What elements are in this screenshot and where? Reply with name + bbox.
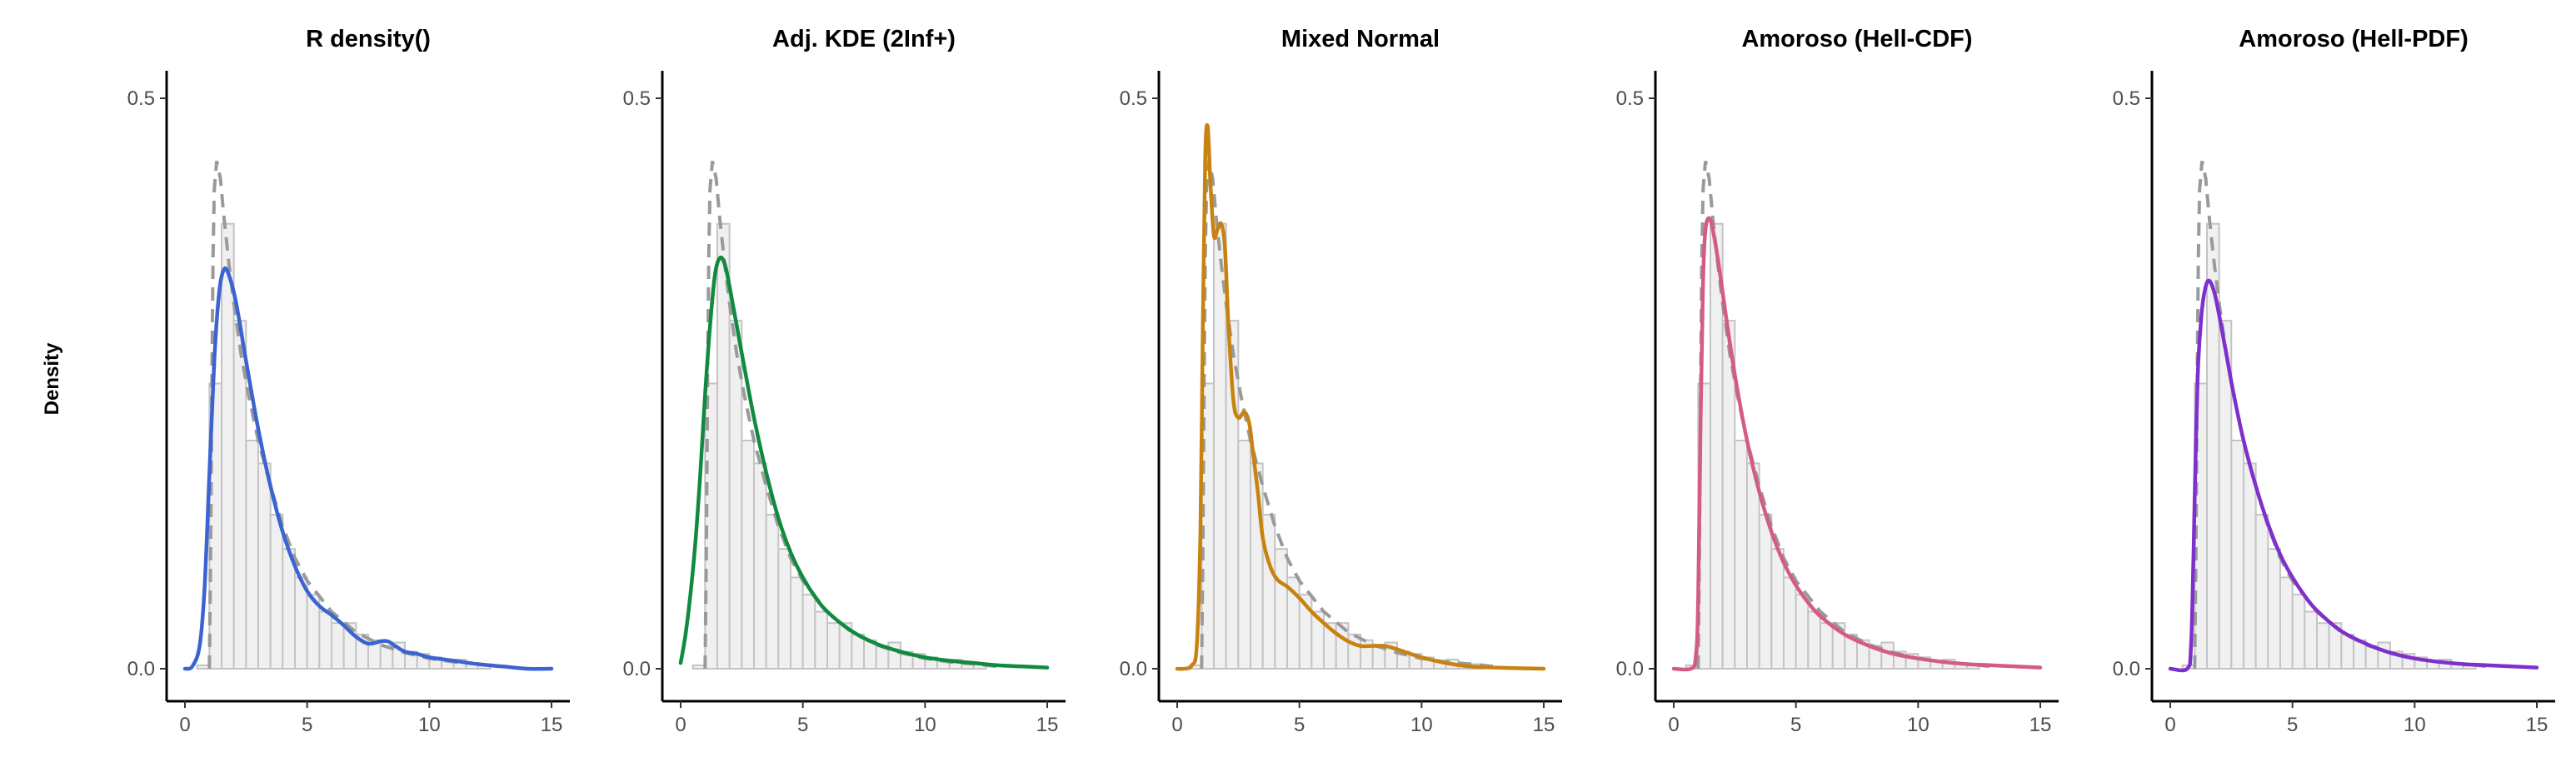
x-tick-label: 15	[1533, 714, 1555, 736]
histogram-bar	[2304, 610, 2318, 670]
fitted-density-line	[678, 255, 1050, 670]
y-tick-label: 0.0	[1120, 658, 1147, 680]
histogram-bar	[765, 514, 780, 670]
x-tick-label: 15	[1036, 714, 1059, 736]
x-tick-label: 0	[2164, 714, 2175, 736]
histogram-bar	[790, 576, 804, 670]
x-tick-label: 10	[914, 714, 936, 736]
histogram-bar	[777, 548, 791, 670]
panel-title: Mixed Normal	[1281, 26, 1440, 52]
y-tick-label: 0.5	[1616, 87, 1644, 110]
histogram-bar	[1734, 440, 1748, 670]
histogram-bar	[2316, 622, 2330, 670]
histogram-bar	[801, 593, 816, 670]
histogram-bar	[257, 462, 272, 670]
x-tick-label: 10	[2404, 714, 2426, 736]
histogram-bar	[1880, 641, 1895, 670]
y-tick-label: 0.0	[2113, 658, 2140, 680]
histogram-bar	[331, 622, 345, 670]
histogram-bar	[2279, 576, 2294, 670]
histogram-bar	[1746, 462, 1760, 670]
histogram-bar	[851, 633, 865, 670]
histogram-bar	[741, 440, 755, 670]
x-tick-label: 15	[2526, 714, 2549, 736]
x-tick-label: 10	[1410, 714, 1433, 736]
x-tick-label: 5	[1294, 714, 1305, 736]
histogram	[691, 222, 987, 670]
x-tick-label: 15	[2029, 714, 2052, 736]
histogram-bar	[1820, 622, 1834, 670]
y-tick-label: 0.0	[1616, 658, 1644, 680]
panel-title: Amoroso (Hell-CDF)	[1741, 26, 1972, 52]
histogram-bar	[196, 664, 211, 670]
fitted-density-line	[1671, 216, 2043, 672]
histogram-bar	[245, 440, 260, 670]
x-tick-label: 5	[302, 714, 312, 736]
facet-panels: R density() 0.0 0.5 0 5 10 15 Adj. KDE (2Inf+) 0…	[127, 26, 2555, 736]
y-axis-label: Density	[41, 342, 63, 415]
y-tick-label: 0.5	[1120, 87, 1147, 110]
histogram-bar	[691, 664, 706, 670]
x-tick-label: 15	[541, 714, 563, 736]
histogram	[1685, 222, 1980, 670]
x-tick-label: 0	[1171, 714, 1182, 736]
histogram	[2181, 222, 2477, 670]
x-tick-label: 0	[1668, 714, 1679, 736]
panel-5: Amoroso (Hell-PDF) 0.0 0.5 0 5 10 15	[2113, 26, 2555, 736]
fitted-density-line	[1175, 122, 1546, 671]
histogram-bar	[2267, 548, 2281, 670]
histogram-bar	[2340, 633, 2354, 670]
y-tick-label: 0.5	[2113, 87, 2140, 110]
x-tick-label: 10	[418, 714, 441, 736]
x-tick-label: 5	[2287, 714, 2298, 736]
x-tick-label: 5	[797, 714, 808, 736]
x-tick-label: 5	[1790, 714, 1801, 736]
panel-title: Amoroso (Hell-PDF)	[2239, 26, 2469, 52]
y-tick-label: 0.0	[127, 658, 155, 680]
y-tick-label: 0.5	[127, 87, 155, 110]
histogram-bar	[2254, 514, 2269, 670]
histogram-bar	[1783, 576, 1797, 670]
fitted-density-line	[182, 266, 554, 671]
histogram	[196, 222, 492, 670]
y-tick-label: 0.0	[623, 658, 651, 680]
x-tick-label: 0	[675, 714, 686, 736]
histogram-bar	[1807, 610, 1821, 670]
histogram-bar	[2291, 593, 2306, 670]
histogram-bar	[826, 622, 841, 670]
fitted-density-line	[2168, 278, 2539, 673]
histogram-bar	[887, 641, 902, 670]
y-tick-label: 0.5	[623, 87, 651, 110]
histogram-bar	[753, 462, 767, 670]
histogram	[1188, 222, 1484, 670]
histogram-bar	[1758, 514, 1773, 670]
histogram-bar	[1795, 593, 1810, 670]
panel-3: Mixed Normal 0.0 0.5 0 5 10 15	[1120, 26, 1562, 736]
x-tick-label: 10	[1907, 714, 1930, 736]
histogram-bar	[282, 548, 297, 670]
panel-title: R density()	[306, 26, 431, 52]
histogram-bar	[814, 610, 828, 670]
histogram-bar	[269, 514, 284, 670]
panel-title: Adj. KDE (2Inf+)	[772, 26, 956, 52]
histogram-bar	[1347, 633, 1362, 670]
panel-4: Amoroso (Hell-CDF) 0.0 0.5 0 5 10 15	[1616, 26, 2059, 736]
histogram-bar	[2377, 641, 2391, 670]
histogram-bar	[1237, 440, 1252, 670]
panel-2: Adj. KDE (2Inf+) 0.0 0.5 0 5 10 15	[623, 26, 1066, 736]
histogram-bar	[2230, 440, 2244, 670]
panel-1: R density() 0.0 0.5 0 5 10 15	[127, 26, 570, 736]
histogram-bar	[318, 610, 333, 670]
x-tick-label: 0	[179, 714, 190, 736]
histogram-bar	[1274, 548, 1289, 670]
histogram-bar	[1770, 548, 1785, 670]
histogram-bar	[2243, 462, 2257, 670]
